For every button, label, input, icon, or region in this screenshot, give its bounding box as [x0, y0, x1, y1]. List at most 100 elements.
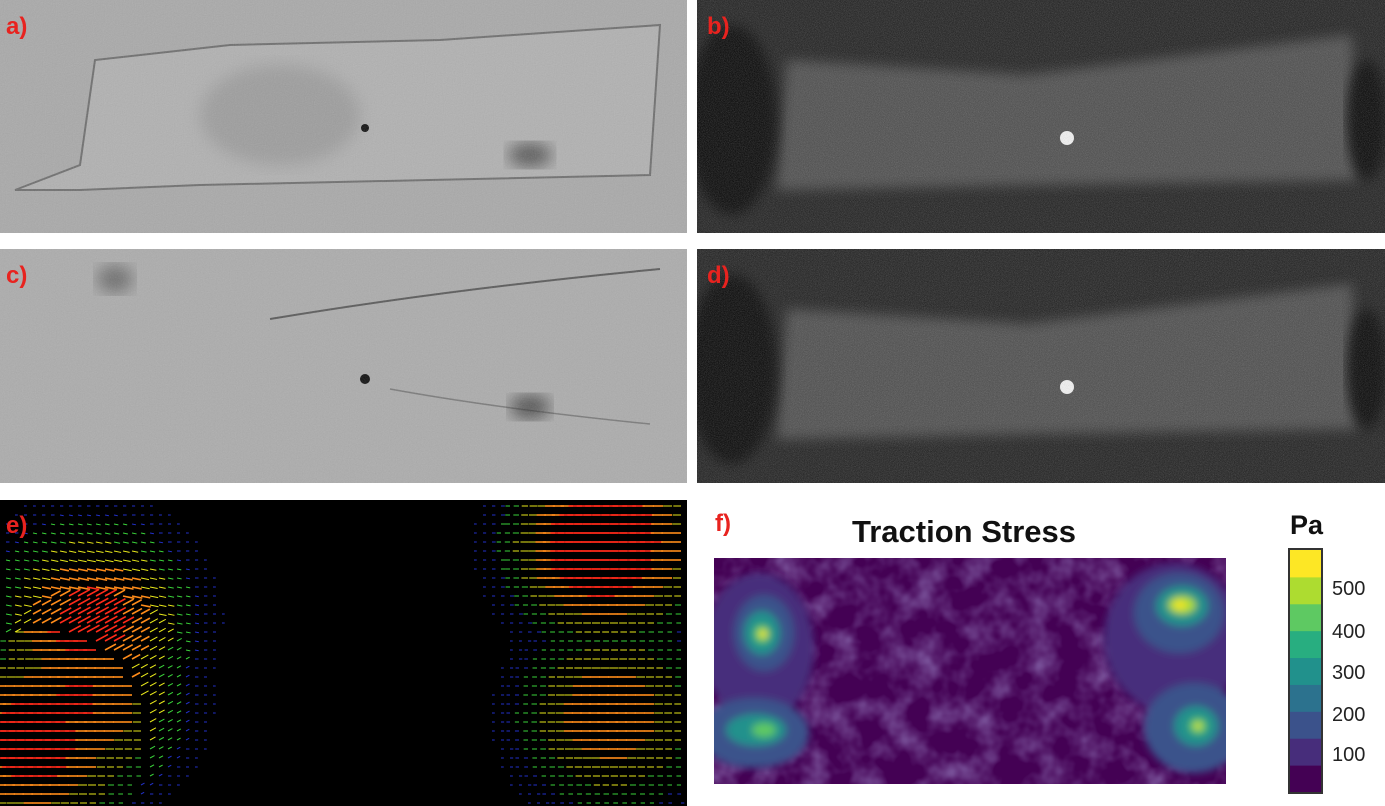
vector-arrow [95, 541, 103, 544]
vector-arrow [140, 791, 145, 795]
vector-arrow [176, 719, 182, 723]
vector-arrow [140, 568, 149, 571]
vector-arrow [59, 523, 65, 526]
vector-arrow [95, 606, 110, 615]
vector-arrow [167, 646, 174, 651]
vector-arrow [113, 541, 121, 544]
vector-arrow [149, 541, 155, 544]
vector-arrow [23, 618, 32, 624]
vector-arrow [86, 559, 96, 563]
vector-arrow [113, 514, 118, 517]
vector-arrow [149, 764, 155, 768]
vector-arrow [167, 604, 175, 607]
vector-arrow [59, 532, 66, 535]
vector-arrow [158, 718, 165, 723]
vector-arrow [149, 609, 159, 615]
vector-arrow [122, 532, 129, 535]
vector-arrow [41, 532, 47, 535]
vector-arrow [104, 550, 113, 553]
vector-arrow [131, 550, 139, 553]
vector-arrow [113, 624, 126, 633]
vector-arrow [185, 640, 191, 643]
panel-b-fluorescence-image: b) [697, 0, 1385, 233]
vector-arrow [176, 755, 181, 759]
vector-arrow [95, 523, 101, 526]
vector-arrow [185, 631, 191, 634]
vector-arrow [68, 514, 73, 517]
vector-arrow [86, 541, 94, 544]
vector-arrow [50, 568, 60, 572]
vector-arrow [95, 568, 107, 572]
vector-arrow [149, 586, 158, 590]
vector-arrow [167, 595, 175, 598]
vector-arrow [167, 637, 174, 642]
vector-arrow [149, 568, 157, 571]
vector-arrow [68, 624, 82, 633]
vector-arrow [77, 559, 87, 563]
vector-arrow [86, 523, 92, 526]
vector-arrow [5, 586, 12, 589]
vector-arrow [140, 559, 148, 562]
fluorescence-bead-image-d [697, 249, 1385, 483]
vector-arrow [167, 737, 173, 741]
vector-arrow [32, 550, 39, 553]
vector-arrow [122, 568, 132, 572]
vector-arrow [185, 656, 190, 660]
vector-arrow [59, 577, 71, 581]
vector-arrow [41, 541, 48, 544]
vector-arrow [167, 586, 174, 589]
vector-arrow [140, 672, 149, 678]
vector-arrow [158, 646, 166, 651]
vector-arrow [158, 586, 166, 589]
vector-arrow [122, 653, 133, 660]
vector-arrow [113, 598, 126, 606]
vector-arrow [167, 622, 175, 625]
vector-arrow [140, 663, 148, 669]
vector-arrow [104, 624, 118, 633]
vector-arrow [167, 655, 174, 660]
panel-label-b: b) [707, 13, 730, 40]
vector-arrow [176, 701, 182, 705]
vector-arrow [86, 588, 100, 597]
colorbar-band [1290, 576, 1321, 605]
vector-arrow [149, 645, 158, 651]
vector-arrow [50, 598, 62, 606]
panel-a-brightfield-image: a) [0, 0, 687, 233]
vector-arrow [176, 656, 182, 660]
vector-arrow [167, 628, 174, 633]
vector-arrow [113, 532, 120, 535]
vector-arrow [167, 577, 174, 580]
vector-arrow [14, 619, 22, 624]
vector-arrow [158, 736, 165, 741]
vector-arrow [140, 595, 151, 599]
vector-arrow [176, 637, 182, 642]
panel-label-a: a) [6, 13, 28, 40]
brightfield-cell-image-c [0, 249, 687, 483]
vector-arrow [122, 607, 135, 615]
vector-arrow [68, 559, 78, 563]
panel-label-d: d) [707, 262, 730, 289]
vector-arrow [131, 644, 142, 651]
vector-arrow [131, 635, 142, 642]
vector-arrow [158, 595, 167, 598]
vector-arrow [104, 589, 117, 597]
vector-arrow [41, 617, 52, 624]
vector-arrow [95, 577, 108, 582]
vector-arrow [149, 655, 157, 660]
vector-arrow [158, 709, 165, 714]
vector-arrow [77, 588, 90, 597]
vector-arrow [149, 690, 157, 696]
colorbar-band [1290, 684, 1321, 712]
vector-arrow [158, 541, 164, 544]
vector-arrow [32, 599, 42, 606]
vector-arrow [68, 532, 75, 535]
vector-arrow [140, 626, 151, 633]
vector-arrow [194, 631, 200, 634]
vector-arrow [68, 606, 82, 615]
vector-arrow [158, 664, 165, 669]
vector-arrow [41, 559, 49, 562]
vector-arrow [86, 550, 95, 554]
vector-arrow [131, 607, 143, 615]
vector-arrow [122, 634, 134, 642]
vector-arrow [149, 636, 158, 642]
